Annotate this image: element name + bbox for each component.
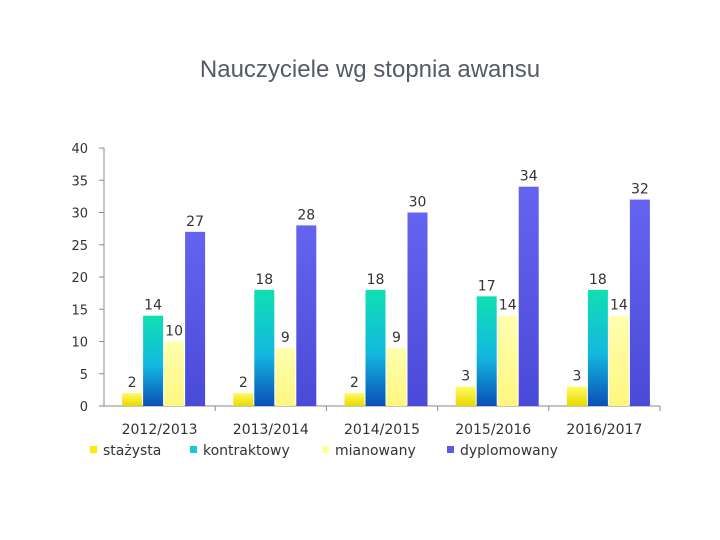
data-label: 14 bbox=[499, 298, 517, 314]
legend-label: stażysta bbox=[103, 443, 161, 459]
data-label: 17 bbox=[478, 278, 496, 294]
y-tick-label: 25 bbox=[71, 239, 88, 254]
legend-swatch-kontraktowy bbox=[190, 446, 197, 453]
data-label: 10 bbox=[165, 324, 183, 340]
bar-mianowany bbox=[608, 315, 629, 406]
data-label: 2 bbox=[350, 375, 359, 391]
x-tick-label: 2015/2016 bbox=[455, 422, 531, 438]
bar-kontraktowy bbox=[143, 315, 164, 406]
data-label: 14 bbox=[144, 298, 162, 314]
y-tick-label: 30 bbox=[71, 207, 88, 222]
data-label: 18 bbox=[367, 272, 385, 288]
bar-dyplomowany bbox=[296, 225, 317, 406]
data-label: 32 bbox=[631, 182, 649, 198]
y-tick-label: 40 bbox=[71, 142, 88, 157]
bar-stażysta bbox=[566, 386, 587, 406]
x-tick-label: 2012/2013 bbox=[122, 422, 198, 438]
legend-label: kontraktowy bbox=[203, 443, 290, 459]
x-tick-label: 2016/2017 bbox=[566, 422, 642, 438]
y-tick-label: 10 bbox=[71, 336, 88, 351]
data-label: 2 bbox=[128, 375, 137, 391]
legend-swatch-mianowany bbox=[322, 446, 329, 453]
bar-mianowany bbox=[164, 341, 185, 406]
bar-dyplomowany bbox=[518, 186, 539, 406]
data-label: 3 bbox=[572, 369, 581, 385]
data-label: 28 bbox=[297, 207, 315, 223]
y-tick-label: 0 bbox=[80, 400, 88, 415]
y-tick-label: 35 bbox=[71, 174, 88, 189]
bar-stażysta bbox=[122, 393, 143, 406]
y-tick-label: 20 bbox=[71, 271, 88, 286]
bar-kontraktowy bbox=[254, 289, 275, 406]
data-label: 18 bbox=[255, 272, 273, 288]
bar-kontraktowy bbox=[365, 289, 386, 406]
data-label: 30 bbox=[409, 195, 427, 211]
data-label: 9 bbox=[392, 330, 401, 346]
data-label: 2 bbox=[239, 375, 248, 391]
bar-layer bbox=[122, 186, 650, 406]
bar-dyplomowany bbox=[629, 199, 650, 406]
x-tick-label: 2013/2014 bbox=[233, 422, 309, 438]
chart-title: Nauczyciele wg stopnia awansu bbox=[199, 56, 541, 83]
data-label: 14 bbox=[610, 298, 628, 314]
bar-kontraktowy bbox=[476, 296, 497, 406]
legend-swatch-dyplomowany bbox=[447, 446, 454, 453]
bar-stażysta bbox=[344, 393, 365, 406]
data-label: 3 bbox=[461, 369, 470, 385]
legend-label: mianowany bbox=[335, 443, 416, 459]
y-tick-label: 15 bbox=[71, 303, 88, 318]
data-label: 34 bbox=[520, 169, 538, 185]
bar-mianowany bbox=[497, 315, 518, 406]
data-label: 9 bbox=[281, 330, 290, 346]
x-tick-label: 2014/2015 bbox=[344, 422, 420, 438]
legend-swatch-stażysta bbox=[90, 446, 97, 453]
bar-mianowany bbox=[275, 347, 296, 406]
y-tick-label: 5 bbox=[80, 368, 88, 383]
data-label: 27 bbox=[186, 214, 204, 230]
data-label: 18 bbox=[589, 272, 607, 288]
bar-dyplomowany bbox=[407, 212, 428, 406]
bar-mianowany bbox=[386, 347, 407, 406]
legend-label: dyplomowany bbox=[460, 443, 558, 459]
bar-stażysta bbox=[233, 393, 254, 406]
legend: stażysta kontraktowy mianowany dyplomowany bbox=[90, 443, 558, 459]
bar-dyplomowany bbox=[185, 231, 206, 406]
bar-stażysta bbox=[455, 386, 476, 406]
bar-kontraktowy bbox=[587, 289, 608, 406]
